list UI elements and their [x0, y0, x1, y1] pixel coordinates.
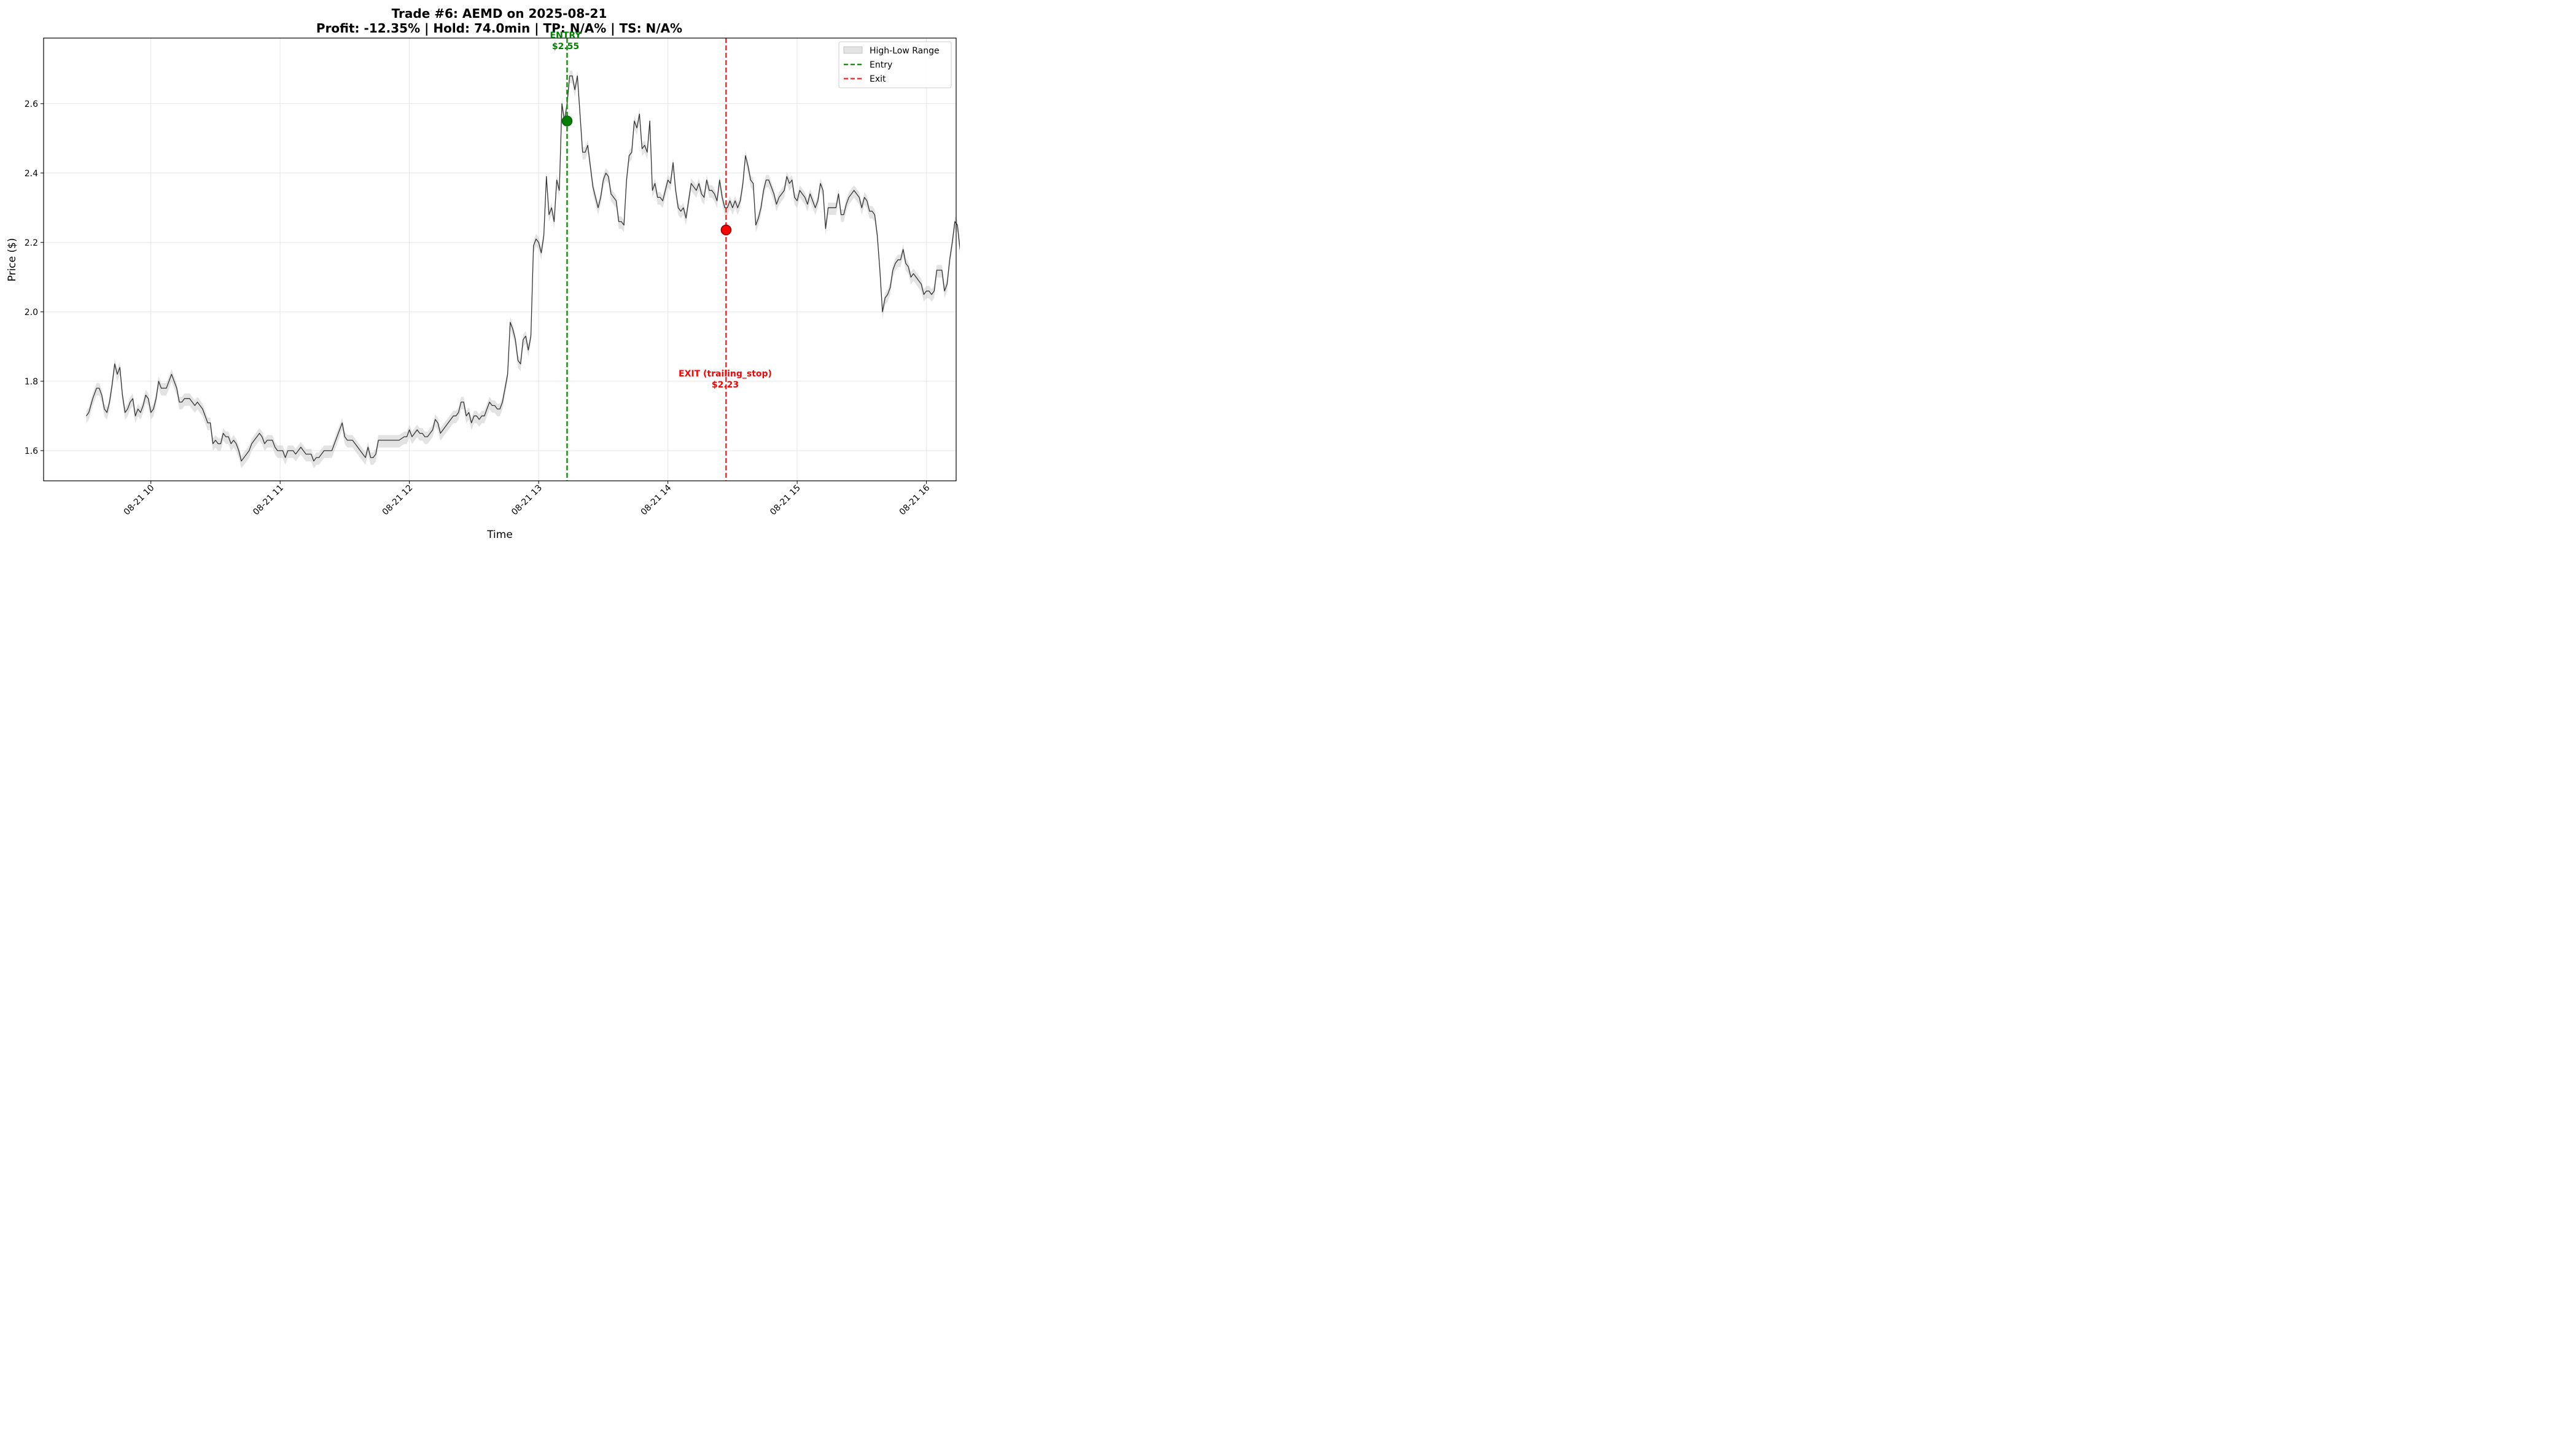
trade-markers	[561, 38, 732, 481]
y-tick-label: 2.6	[25, 99, 38, 109]
plot-area-frame	[43, 37, 957, 481]
x-tick-label: 08-21 13	[510, 483, 544, 518]
x-tick-label: 08-21 12	[381, 483, 415, 518]
x-tick-label: 08-21 10	[122, 483, 157, 518]
close-price-series	[85, 75, 960, 462]
range-band-area	[86, 71, 960, 469]
exit-annotation-price: $2.23	[712, 380, 739, 390]
exit-annotation-label: EXIT (trailing_stop)	[679, 369, 772, 379]
y-tick-label: 2.2	[25, 238, 38, 248]
exit-point	[720, 224, 732, 236]
price-line	[85, 75, 960, 462]
legend-frame	[838, 41, 952, 88]
legend-label-exit: Exit	[870, 74, 886, 84]
legend-label-entry: Entry	[870, 60, 892, 70]
entry-annotation-label: ENTRY	[550, 31, 582, 41]
y-tick-label: 2.0	[25, 308, 38, 317]
chart-subtitle: Profit: -12.35% | Hold: 74.0min | TP: N/…	[316, 21, 682, 36]
y-tick-label: 1.8	[25, 377, 38, 387]
legend: High-Low Range Entry Exit	[838, 41, 952, 88]
y-tick-label: 1.6	[25, 446, 38, 456]
x-tick-label: 08-21 14	[639, 483, 674, 517]
price-chart: Trade #6: AEMD on 2025-08-21 Profit: -12…	[6, 6, 960, 541]
x-axis-ticks: 08-21 10 08-21 11 08-21 12 08-21 13 08-21 14…	[122, 481, 932, 517]
high-low-range-band	[86, 71, 960, 469]
entry-annotation-price: $2.55	[552, 42, 579, 52]
grid-lines	[44, 38, 956, 481]
legend-swatch-range	[843, 46, 863, 54]
y-axis-ticks: 1.6 1.8 2.0 2.2 2.4 2.6	[25, 99, 44, 456]
x-tick-label: 08-21 15	[768, 483, 803, 518]
y-tick-label: 2.4	[25, 169, 38, 179]
legend-label-range: High-Low Range	[870, 46, 940, 56]
x-tick-label: 08-21 16	[898, 483, 932, 517]
y-axis-label: Price ($)	[6, 238, 18, 282]
x-axis-label: Time	[486, 529, 513, 541]
x-tick-label: 08-21 11	[251, 483, 286, 518]
chart-title: Trade #6: AEMD on 2025-08-21	[392, 6, 607, 21]
entry-point	[561, 115, 573, 127]
